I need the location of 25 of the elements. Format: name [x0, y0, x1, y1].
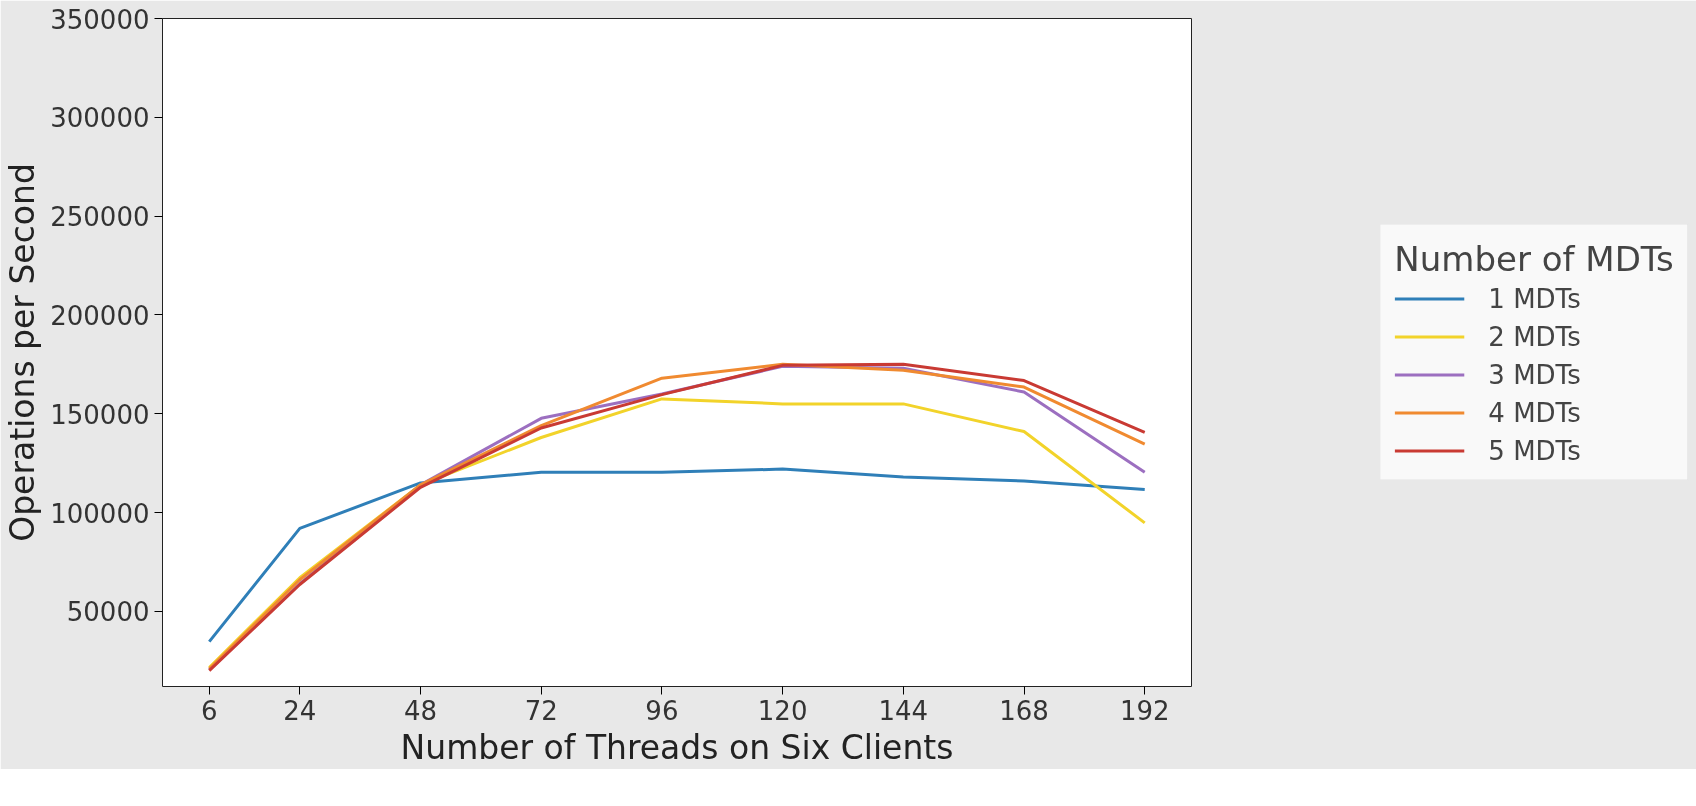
x-tick-label: 96	[645, 695, 679, 726]
x-tick-label: 72	[524, 695, 558, 726]
y-tick-label: 200000	[50, 300, 150, 331]
legend-label: 5 MDTs	[1488, 435, 1581, 466]
legend-label: 3 MDTs	[1488, 359, 1581, 390]
x-tick-label: 48	[403, 695, 438, 726]
x-tick-label: 192	[1119, 695, 1170, 726]
y-tick-label: 250000	[50, 202, 150, 233]
legend-label: 2 MDTs	[1488, 321, 1581, 352]
y-tick-label: 150000	[50, 399, 150, 430]
legend-label: 1 MDTs	[1488, 283, 1581, 314]
y-tick-label: 50000	[66, 597, 150, 628]
x-axis-title: Number of Threads on Six Clients	[400, 727, 954, 767]
x-tick-label: 6	[201, 695, 218, 726]
line-series	[207, 467, 1147, 644]
y-axis-title: Operations per Second	[3, 163, 43, 542]
legend-title: Number of MDTs	[1394, 238, 1674, 279]
y-tick-label: 350000	[50, 4, 150, 35]
x-tick-label: 24	[283, 695, 317, 726]
y-tick-label: 100000	[50, 498, 150, 529]
legend-label: 4 MDTs	[1488, 397, 1581, 428]
x-tick-label: 120	[757, 695, 808, 726]
x-tick-label: 144	[878, 695, 929, 726]
y-tick-label: 300000	[50, 103, 150, 134]
x-tick-label: 168	[999, 695, 1049, 726]
